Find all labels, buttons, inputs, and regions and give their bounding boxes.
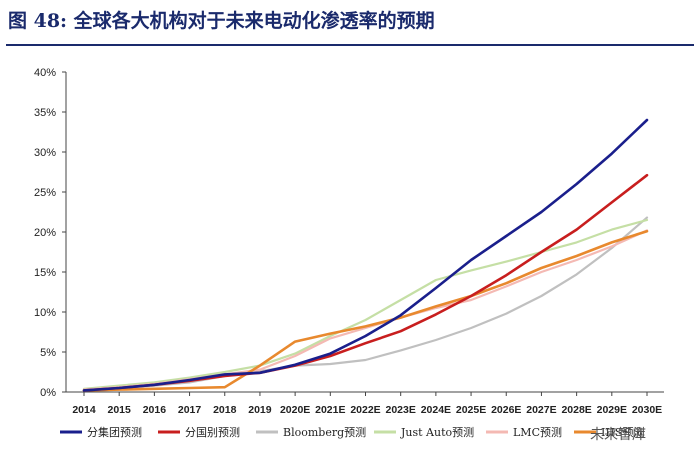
legend-label: Just Auto预测 [400,426,474,439]
title-rule [6,44,694,46]
legend-label: Bloomberg预测 [283,426,366,439]
legend-label: 分国别预测 [185,426,240,439]
legend-label: IHS预测 [601,426,644,439]
y-axis-ticks: 0% 5% 10% 15% 20% 25% 30% 35% 40% [34,67,66,399]
x-tick-label: 2014 [72,404,96,416]
x-tick-label: 2016 [143,404,167,416]
series-line-6 [82,229,649,392]
series-line-3 [82,216,649,392]
x-tick-label: 2019 [248,404,272,416]
series-line-4 [82,218,649,390]
y-tick-label: 10% [34,307,56,319]
y-tick-label: 15% [34,267,56,279]
series-line-5 [82,229,649,391]
y-tick-label: 30% [34,147,56,159]
x-tick-label: 2023E [386,404,416,416]
series-line-1 [82,118,649,392]
x-tick-label: 2030E [632,404,662,416]
legend-label: 分集团预测 [87,425,142,439]
x-tick-label: 2022E [350,404,380,416]
chart-legend: 分集团预测 分国别预测 Bloomberg预测 Just Auto预测 LMC预测 IHS… [60,425,644,439]
x-tick-label: 2021E [315,404,345,416]
x-tick-label: 2025E [456,404,486,416]
x-tick-label: 2018 [213,404,237,416]
y-tick-label: 5% [40,347,56,359]
x-tick-label: 2027E [526,404,556,416]
x-axis-ticks: 2014 2015 2016 2017 2018 2019 2020E 2021E 2022E 2… [72,392,662,416]
x-tick-label: 2020E [280,404,310,416]
x-tick-label: 2026E [491,404,521,416]
y-tick-label: 25% [34,187,56,199]
x-tick-label: 2024E [421,404,451,416]
x-tick-label: 2029E [597,404,627,416]
series-lines [82,118,649,392]
figure-title: 图 48: 全球各大机构对于未来电动化渗透率的预期 [8,10,435,32]
y-tick-label: 40% [34,67,56,79]
legend-label: LMC预测 [513,426,562,439]
watermark-text: 未来智库 [590,427,646,443]
x-tick-label: 2015 [108,404,132,416]
x-tick-label: 2028E [561,404,591,416]
y-tick-label: 20% [34,227,56,239]
x-tick-label: 2017 [178,404,202,416]
y-tick-label: 35% [34,107,56,119]
y-tick-label: 0% [40,387,56,399]
